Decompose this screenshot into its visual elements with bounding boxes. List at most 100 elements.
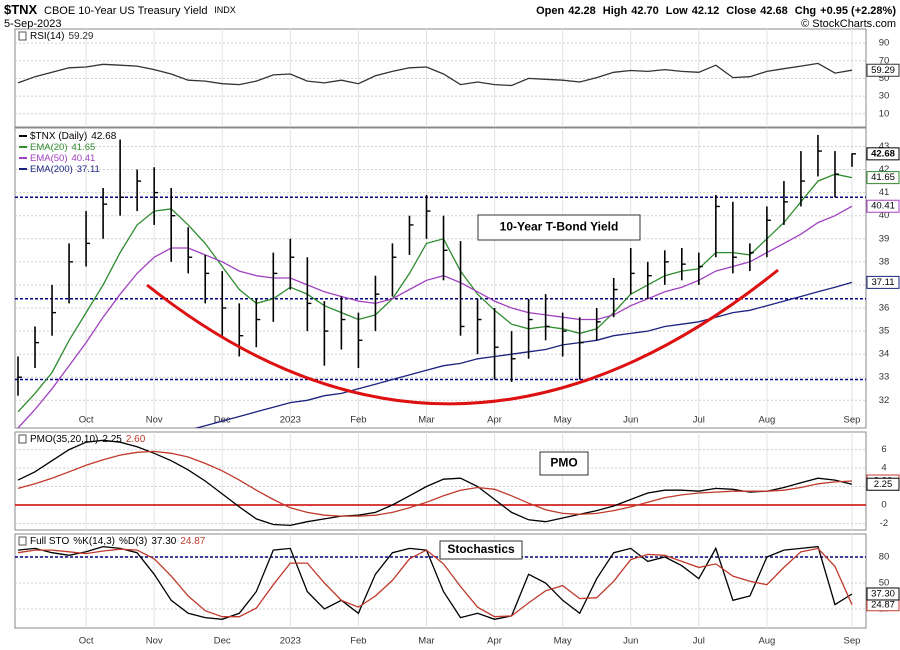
legend-icon [18,434,27,444]
legend-entry: EMA(200) 37.11 [30,164,100,175]
y-tick-label: 34 [879,349,890,360]
quote-value: +0.95 (+2.28%) [820,5,896,17]
y-tick-label: 36 [879,303,890,314]
quote-value: 42.70 [631,5,659,17]
last-value-box [866,477,900,491]
series-line [17,173,853,413]
quote-label: Open [536,5,564,17]
y-tick-label: 43 [879,141,890,152]
last-value-label: 37.11 [871,277,894,288]
x-tick-label: Oct [79,636,94,647]
last-value-label: 59.29 [871,65,895,76]
last-value-box [866,63,900,77]
annotation: 10-Year T-Bond Yield [477,214,641,241]
series-line [17,545,853,620]
legend-entry: $TNX (Daily) 42.68 [30,131,117,142]
y-tick-label: 50 [879,73,890,84]
x-tick-label: Jun [623,415,638,426]
y-tick-label: -2 [880,518,888,529]
symbol: $TNX [4,2,38,17]
series-line [17,450,853,517]
last-value-box [866,587,900,601]
y-tick-label: 42 [879,164,890,175]
y-tick-label: 41 [879,187,890,198]
legend-name: EMA(50) [30,153,67,164]
date: 5-Sep-2023 [4,18,62,30]
series-line [17,205,853,428]
plot [17,545,853,620]
x-tick-label: Dec [214,636,231,647]
legend-name: $TNX (Daily) [30,131,87,142]
last-value-label: 24.87 [871,599,895,610]
legend-entry: EMA(20) 41.65 [30,142,95,153]
last-value-label: 2.25 [874,479,893,490]
y-tick-label: 10 [879,108,890,119]
y-tick-label: 32 [879,395,890,406]
last-value-label: 41.65 [871,172,895,183]
x-tick-label: Dec [214,415,231,426]
legend: RSI(14) 59.29 [30,31,94,42]
x-tick-label: May [554,415,572,426]
legend-title: PMO(35,20,10) [30,434,98,445]
legend-value: 2.60 [126,434,146,445]
legend-icon [18,536,27,546]
annotation-box [477,214,641,241]
x-tick-label: 2023 [280,415,301,426]
x-tick-label: Sep [844,415,861,426]
series-line [17,547,853,618]
header-title: $TNX CBOE 10-Year US Treasury Yield INDX [4,2,236,17]
x-tick-label: 2023 [280,636,301,647]
legend-value: 40.41 [71,153,95,164]
y-tick-label: 70 [879,55,890,66]
annotation-box [439,540,523,560]
legend-title: Full STO [30,536,69,547]
panel [14,127,867,429]
security-name: CBOE 10-Year US Treasury Yield [44,5,207,17]
exchange: INDX [214,5,236,15]
y-tick-label: 50 [879,578,890,589]
quote: Open 42.28 High 42.70 Low 42.12 Close 42.68 Chg +… [536,5,896,17]
x-tick-label: Apr [487,636,502,647]
legend-icon [18,31,27,41]
x-tick-label: Apr [487,415,502,426]
legend-name: RSI(14) [30,31,64,42]
x-tick-label: Nov [146,415,163,426]
annotation-text: Stochastics [447,542,515,556]
y-tick-label: 4 [881,463,886,474]
legend-name: EMA(200) [30,164,73,175]
legend-entry: EMA(50) 40.41 [30,153,95,164]
trend-curve [146,268,779,406]
y-tick-label: 33 [879,372,890,383]
y-tick-label: 90 [879,38,890,49]
overlay: 10-Year T-Bond Yield PMO Stochastics [146,214,779,560]
x-tick-label: Jul [693,415,705,426]
quote-label: Low [666,5,688,17]
last-value-label: 37.30 [871,588,895,599]
y-tick-label: 35 [879,326,890,337]
quote-label: Chg [795,5,816,17]
legend-name: %D(3) [119,536,147,547]
plot [17,439,853,527]
y-tick-label: 80 [879,552,890,563]
y-tick-label: 38 [879,256,890,267]
x-tick-label: Aug [758,636,775,647]
x-tick-label: Sep [844,636,861,647]
quote-value: 42.68 [760,5,788,17]
quote-label: High [603,5,628,17]
last-value-box [866,171,900,185]
x-tick-label: Feb [350,636,366,647]
annotation-text: 10-Year T-Bond Yield [500,220,619,234]
last-value-label: 40.41 [871,201,895,212]
legend-value: 24.87 [180,536,205,547]
x-tick-label: Jun [623,636,638,647]
legend-value: 2.25 [102,434,122,445]
last-value-box [866,147,900,161]
plot [17,62,853,87]
annotation-box [539,451,589,476]
y-tick-label: 40 [879,210,890,221]
x-tick-label: Jul [693,636,705,647]
legend-value: 59.29 [68,31,93,42]
legend-value: 42.68 [91,131,116,142]
x-tick-label: Nov [146,636,163,647]
